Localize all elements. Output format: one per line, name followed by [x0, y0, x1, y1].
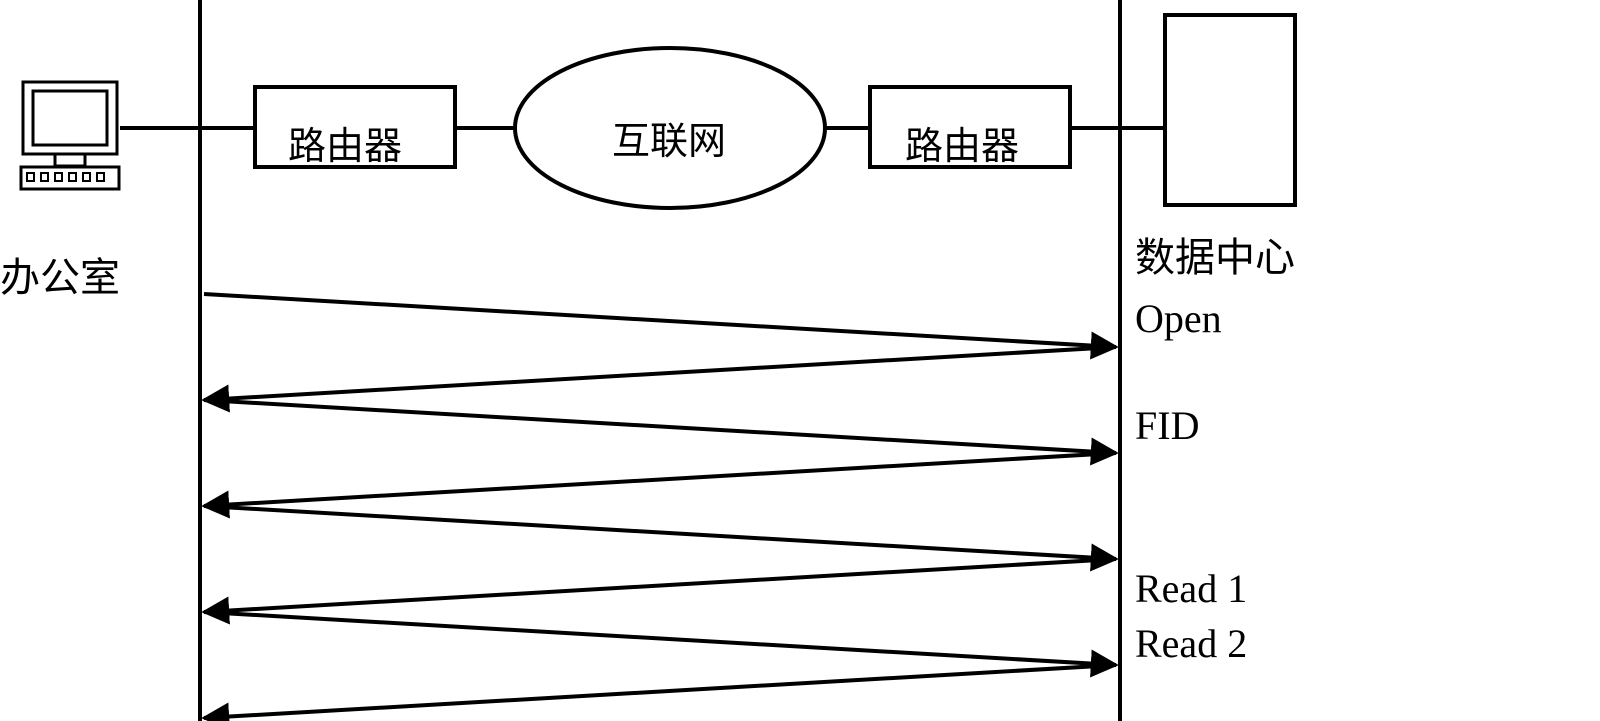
office-caption: 办公室 [0, 245, 120, 303]
datacenter-caption: 数据中心 [1135, 225, 1295, 283]
network-sequence-diagram [0, 0, 1600, 721]
seq-label-read1: Read 1 [1135, 565, 1247, 612]
router-left-label: 路由器 [288, 115, 402, 170]
seq-label-open: Open [1135, 295, 1222, 342]
router-right-label: 路由器 [905, 115, 1019, 170]
seq-label-fid: FID [1135, 402, 1199, 449]
seq-label-read2: Read 2 [1135, 620, 1247, 667]
internet-label: 互联网 [612, 110, 726, 165]
